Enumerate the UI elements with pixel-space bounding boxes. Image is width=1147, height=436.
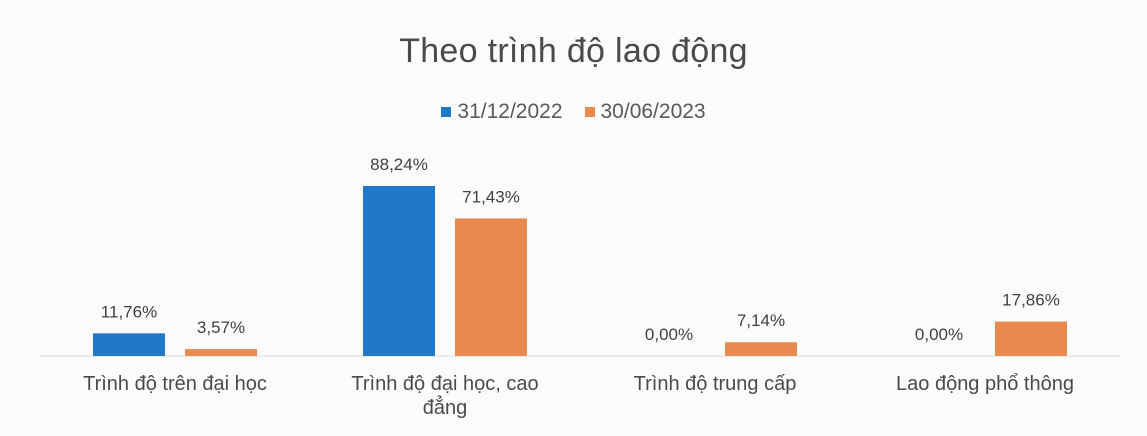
data-label-series-1-cat-1: 11,76% [101, 302, 157, 321]
category-label-3: Trình độ trung cấp [634, 373, 797, 395]
data-label-series-2-cat-4: 17,86% [1002, 291, 1060, 310]
category-label-1: Trình độ trên đại học [83, 373, 267, 395]
data-label-series-1-cat-3: 0,00% [645, 325, 693, 344]
bar-series-2-cat-3 [725, 342, 797, 356]
data-label-series-2-cat-1: 3,57% [197, 318, 245, 337]
data-label-series-2-cat-3: 7,14% [737, 311, 785, 330]
bar-series-2-cat-4 [995, 322, 1067, 356]
bar-series-1-cat-1 [93, 333, 165, 356]
data-label-series-2-cat-2: 71,43% [462, 187, 520, 206]
data-label-series-1-cat-2: 88,24% [370, 155, 428, 174]
bar-series-2-cat-1 [185, 349, 257, 356]
category-label-2: Trình độ đại học, cao đẳng [351, 373, 538, 419]
bar-series-2-cat-2 [455, 218, 527, 356]
data-label-series-1-cat-4: 0,00% [915, 325, 963, 344]
bar-series-1-cat-2 [363, 186, 435, 356]
category-label-4: Lao động phổ thông [896, 373, 1074, 395]
